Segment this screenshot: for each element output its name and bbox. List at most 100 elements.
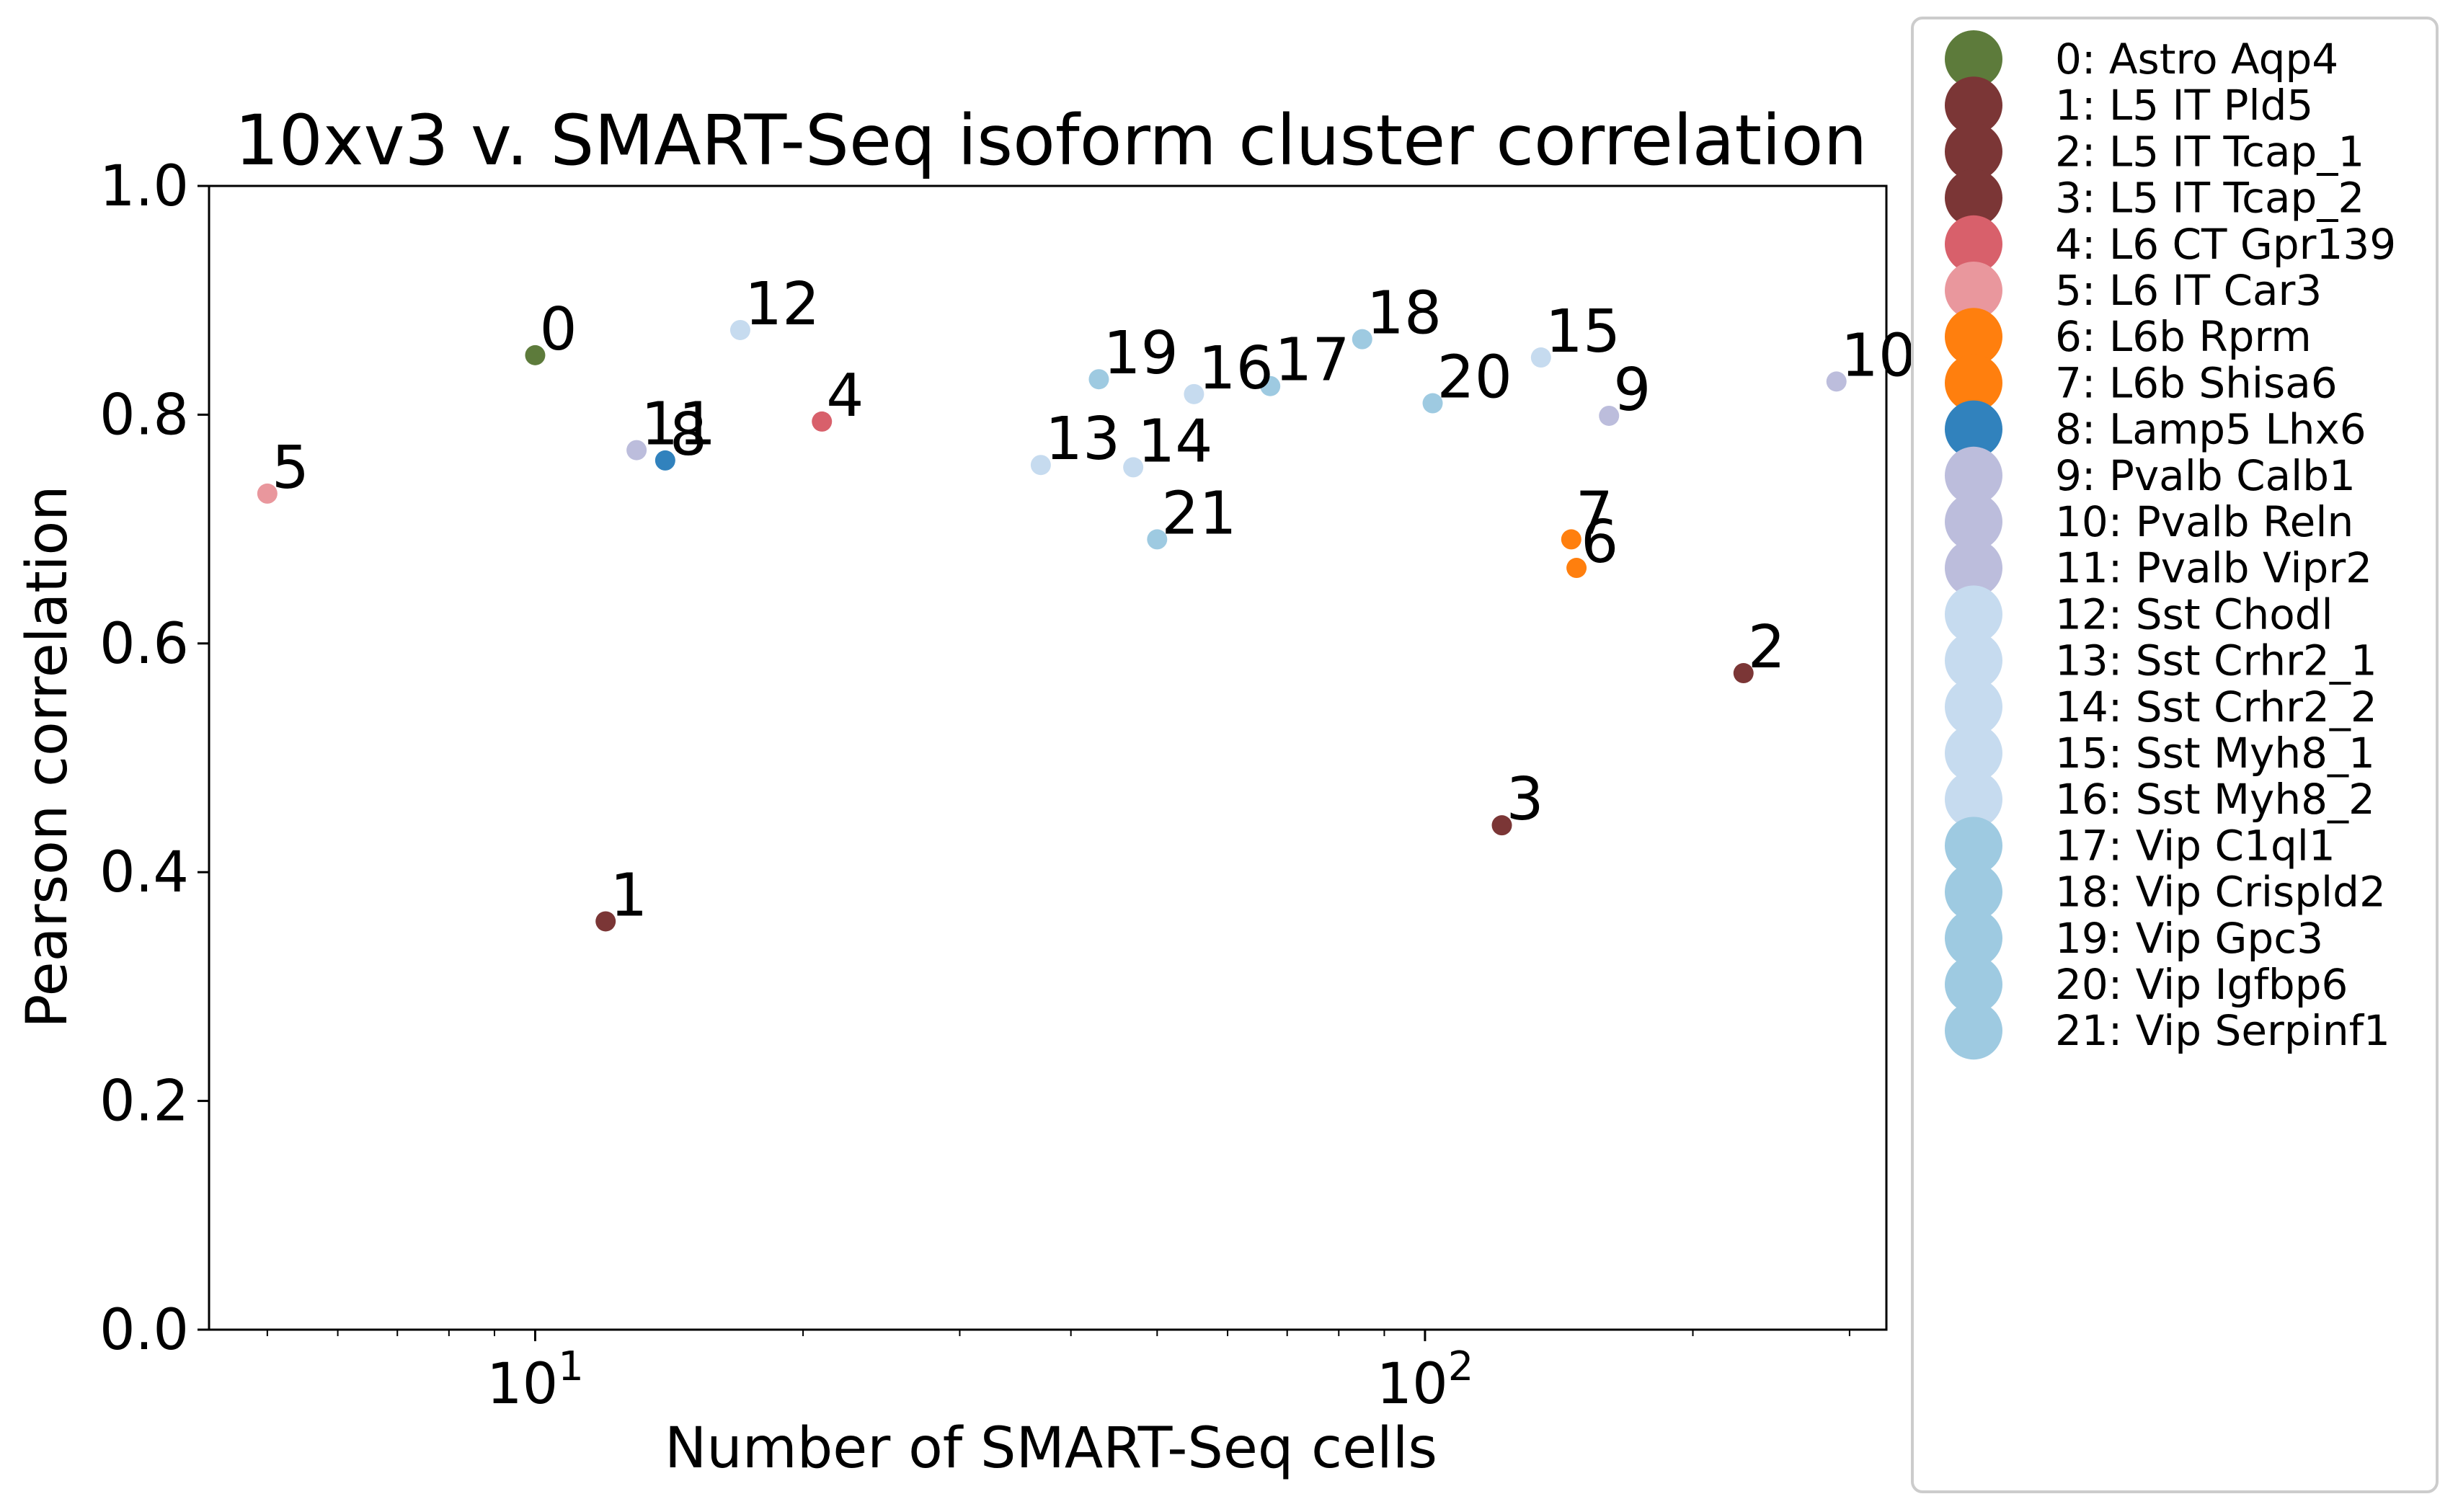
legend-marker-7 [1945,354,2002,412]
legend-marker-4 [1945,215,2002,273]
x-tick-base: 10 [1376,1352,1447,1417]
point-label-10: 10 [1841,321,1916,390]
point-label-8: 8 [670,401,707,469]
point-label-11: 11 [641,391,716,459]
legend-marker-5 [1945,262,2002,319]
point-7 [1561,529,1581,550]
y-tick-label: 0.8 [99,383,189,448]
data-points [257,319,1847,932]
point-label-9: 9 [1613,356,1651,424]
point-label-16: 16 [1198,334,1273,403]
point-21 [1147,529,1168,550]
legend-marker-16 [1945,770,2002,829]
legend-label-6: 6: L6b Rprm [2055,312,2312,361]
legend-marker-13 [1945,631,2002,690]
legend-label-5: 5: L6 IT Car3 [2055,266,2322,315]
point-label-3: 3 [1507,765,1544,834]
point-label-13: 13 [1045,405,1120,473]
legend-marker-0 [1945,30,2002,88]
legend-marker-20 [1945,956,2002,1013]
point-6 [1566,558,1587,579]
point-1 [595,911,616,932]
legend-label-1: 1: L5 IT Pld5 [2055,81,2313,130]
point-5 [257,483,278,504]
plot-frame [208,184,1888,1331]
point-label-20: 20 [1437,344,1512,412]
point-label-5: 5 [272,434,309,502]
legend-marker-17 [1945,817,2002,875]
legend-label-10: 10: Pvalb Reln [2055,497,2353,546]
legend-marker-9 [1945,446,2002,504]
point-20 [1422,393,1443,414]
legend-label-3: 3: L5 IT Tcap_2 [2055,174,2364,223]
legend-marker-2 [1945,123,2002,181]
point-9 [1599,405,1620,426]
point-8 [655,450,675,471]
legend-label-19: 19: Vip Gpc3 [2055,914,2323,963]
point-12 [729,319,750,340]
point-14 [1123,457,1144,478]
legend-marker-8 [1945,400,2002,458]
y-tick-label: 0.4 [99,840,189,905]
x-tick-label: 102 [1376,1343,1473,1417]
point-label-7: 7 [1576,479,1613,548]
legend-marker-15 [1945,724,2002,782]
point-2 [1733,663,1754,684]
legend-label-14: 14: Sst Crhr2_2 [2055,682,2377,731]
point-0 [525,344,546,365]
point-label-14: 14 [1137,407,1212,476]
legend-marker-18 [1945,863,2002,921]
legend-marker-14 [1945,677,2002,736]
point-15 [1530,347,1551,368]
y-tick-label: 0.6 [99,612,189,677]
legend-label-18: 18: Vip Crispld2 [2055,868,2386,917]
plot-area [208,184,1888,1331]
y-tick-label: 0.0 [99,1298,189,1363]
point-13 [1030,455,1051,476]
legend-label-20: 20: Vip Igfbp6 [2055,960,2348,1009]
legend-marker-1 [1945,76,2002,135]
legend-label-21: 21: Vip Serpinf1 [2055,1006,2390,1055]
legend-label-17: 17: Vip C1ql1 [2055,821,2335,870]
point-label-12: 12 [745,270,820,339]
legend-label-2: 2: L5 IT Tcap_1 [2055,127,2364,176]
point-label-1: 1 [610,861,647,930]
point-18 [1352,329,1372,350]
chart-title: 10xv3 v. SMART-Seq isoform cluster corre… [235,100,1868,181]
legend-marker-6 [1945,308,2002,366]
legend-label-9: 9: Pvalb Calb1 [2055,451,2356,500]
legend-label-8: 8: Lamp5 Lhx6 [2055,405,2366,454]
y-tick-label: 0.2 [99,1069,189,1134]
legend-marker-19 [1945,909,2002,967]
legend-label-7: 7: L6b Shisa6 [2055,358,2338,407]
point-19 [1088,369,1109,390]
legend-marker-10 [1945,493,2002,551]
y-tick-label: 1.0 [99,154,189,219]
legend-label-4: 4: L6 CT Gpr139 [2055,220,2396,269]
x-axis-label: Number of SMART-Seq cells [665,1416,1437,1481]
point-label-18: 18 [1367,280,1442,348]
x-tick-base: 10 [487,1352,558,1417]
y-axis-label: Pearson correlation [15,485,80,1028]
point-3 [1491,815,1512,836]
x-tick-exponent: 2 [1448,1343,1474,1390]
point-label-0: 0 [539,295,577,364]
x-tick-exponent: 1 [558,1343,584,1390]
legend-marker-12 [1945,585,2002,644]
point-11 [626,440,647,461]
legend-label-0: 0: Astro Aqp4 [2055,35,2338,84]
legend-marker-21 [1945,1002,2002,1060]
legend-label-16: 16: Sst Myh8_2 [2055,775,2375,824]
x-tick-label: 101 [487,1343,584,1417]
point-10 [1826,371,1847,392]
legend-label-15: 15: Sst Myh8_1 [2055,729,2375,778]
legend-marker-11 [1945,539,2002,597]
point-4 [812,411,833,432]
legend-label-12: 12: Sst Chodl [2055,590,2333,639]
point-label-2: 2 [1748,613,1785,682]
x-axis-ticks: 101 102 [266,1330,1850,1417]
point-16 [1184,383,1204,404]
point-17 [1260,375,1281,396]
